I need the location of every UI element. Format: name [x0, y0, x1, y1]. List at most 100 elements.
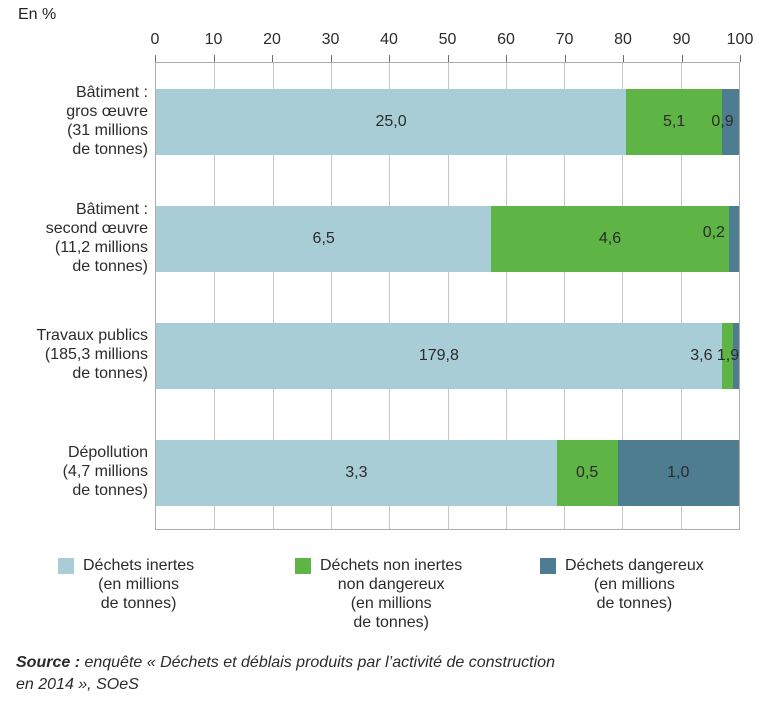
- x-axis-tick-mark: [330, 55, 332, 62]
- plot-area: 25,0 5,1 0,9 6,5 4,6 0,2 179,8 3,6 1,9 3,3 0,5 1,0: [155, 62, 740, 530]
- gridline: [272, 63, 274, 529]
- x-axis-tick-mark: [389, 55, 390, 62]
- bar-value-label: 0,5: [576, 463, 599, 481]
- gridline: [680, 63, 682, 529]
- legend-item: Déchets dangereux (en millions de tonnes): [540, 556, 704, 613]
- category-label-line: Bâtiment :: [75, 83, 148, 101]
- bar-segment: 1,0: [617, 439, 739, 506]
- legend-label: Déchets non inertes non dangereux (en mill…: [320, 556, 462, 632]
- x-axis-tick-mark: [681, 55, 683, 62]
- gridline: [564, 63, 566, 529]
- bar-segment: 3,3: [156, 439, 557, 506]
- gridline: [622, 63, 624, 529]
- bar-value-label: 1,0: [667, 463, 690, 481]
- bar-segment: 25,0: [156, 88, 627, 155]
- legend-label-line: Déchets dangereux: [565, 557, 704, 574]
- bar-value-label: 25,0: [375, 112, 407, 130]
- bar-value-label: 6,5: [312, 229, 335, 247]
- legend-label: Déchets dangereux (en millions de tonnes): [565, 556, 704, 613]
- category-label-line: Bâtiment :: [75, 200, 148, 218]
- x-axis-tick-mark: [213, 55, 215, 62]
- legend-label-line: de tonnes): [596, 595, 673, 612]
- x-axis-tick-mark: [155, 55, 156, 62]
- x-axis-tick-mark: [740, 55, 741, 62]
- bar-segment: 3,6: [690, 322, 733, 389]
- bar-value-label: 0,2: [702, 223, 725, 241]
- x-axis-tick-mark: [506, 55, 507, 62]
- category-label-line: (4,7 millions: [62, 463, 148, 480]
- legend-label-line: (en millions: [350, 595, 432, 612]
- x-axis-tick-label: 20: [263, 31, 281, 48]
- category-label-line: de tonnes): [72, 140, 148, 158]
- category-label-line: de tonnes): [72, 365, 148, 382]
- x-axis-tick-label: 0: [150, 31, 160, 48]
- category-label-line: second œuvre: [45, 219, 148, 237]
- legend-label-line: non dangereux: [337, 576, 445, 593]
- x-axis-tick-label: 50: [438, 31, 457, 48]
- bar-value-label: 3,6: [690, 346, 713, 364]
- x-axis-tick-label: 90: [672, 31, 691, 48]
- gridline: [330, 63, 332, 529]
- category-label: Dépollution (4,7 millions de tonnes): [0, 443, 148, 500]
- x-axis-tick-mark: [447, 55, 449, 62]
- source-prefix: Source :: [16, 654, 81, 671]
- bar-value-label: 0,9: [711, 112, 734, 130]
- legend-label-line: (en millions: [593, 576, 675, 593]
- bar-segment: 6,5: [156, 205, 492, 272]
- legend-label-line: (en millions: [98, 576, 180, 593]
- bar-segment: 0,5: [556, 439, 618, 506]
- gridline: [389, 63, 391, 529]
- legend-label-line: Déchets inertes: [83, 557, 195, 574]
- legend-label-line: Déchets non inertes: [320, 557, 463, 574]
- category-label-line: Dépollution: [67, 444, 148, 461]
- legend-item: Déchets inertes (en millions de tonnes): [58, 556, 194, 613]
- x-axis-tick-label: 60: [497, 31, 515, 48]
- legend-swatch: [540, 558, 556, 574]
- legend-item: Déchets non inertes non dangereux (en mill…: [295, 556, 462, 632]
- category-label-line: (11,2 millions: [54, 238, 148, 256]
- x-axis-tick-mark: [272, 55, 273, 62]
- bar-segment: 0,2: [703, 205, 739, 272]
- bar-row: 179,8 3,6 1,9: [156, 322, 739, 389]
- category-label-line: de tonnes): [72, 482, 148, 499]
- bar-value-label: 3,3: [345, 463, 368, 481]
- x-axis-tick-label: 80: [614, 31, 632, 48]
- x-axis-tick-label: 100: [726, 31, 754, 48]
- bar-row: 3,3 0,5 1,0: [156, 439, 739, 506]
- bar-segment: 1,9: [717, 322, 739, 389]
- legend: Déchets inertes (en millions de tonnes) Déc…: [0, 556, 768, 648]
- legend-label: Déchets inertes (en millions de tonnes): [83, 556, 194, 613]
- x-axis-tick-label: 40: [380, 31, 398, 48]
- bar-segment: 5,1: [626, 88, 723, 155]
- bar-segment: 179,8: [156, 322, 722, 389]
- category-label-line: gros œuvre: [66, 102, 148, 120]
- category-label-line: (31 millions: [67, 121, 148, 139]
- gridline: [505, 63, 507, 529]
- source-note: Source : enquête « Déchets et déblais pr…: [16, 652, 752, 696]
- category-label-line: Travaux publics: [36, 327, 148, 344]
- source-text: enquête « Déchets et déblais produits pa…: [16, 654, 555, 693]
- x-axis-tick-label: 10: [204, 31, 223, 48]
- x-axis-tick-label: 70: [555, 31, 574, 48]
- unit-label: En %: [18, 6, 57, 23]
- legend-swatch: [295, 558, 311, 574]
- legend-swatch: [58, 558, 74, 574]
- bar-segment: 4,6: [491, 205, 729, 272]
- gridline: [447, 63, 449, 529]
- gridline: [214, 63, 216, 529]
- bar-row: 6,5 4,6 0,2: [156, 205, 739, 272]
- bar-value-label: 1,9: [716, 346, 740, 364]
- x-axis-tick-mark: [564, 55, 566, 62]
- x-axis-tick-mark: [623, 55, 624, 62]
- category-label: Bâtiment : second œuvre (11,2 millions de t…: [0, 200, 148, 276]
- x-axis-tick-label: 30: [321, 31, 340, 48]
- legend-label-line: de tonnes): [100, 595, 177, 612]
- category-label-line: (185,3 millions: [44, 346, 148, 363]
- bar-value-label: 4,6: [598, 229, 622, 247]
- bar-value-label: 179,8: [418, 346, 459, 364]
- category-label-line: de tonnes): [72, 257, 148, 275]
- bar-value-label: 5,1: [662, 112, 686, 130]
- bar-segment: 0,9: [711, 88, 739, 155]
- legend-label-line: de tonnes): [353, 614, 429, 631]
